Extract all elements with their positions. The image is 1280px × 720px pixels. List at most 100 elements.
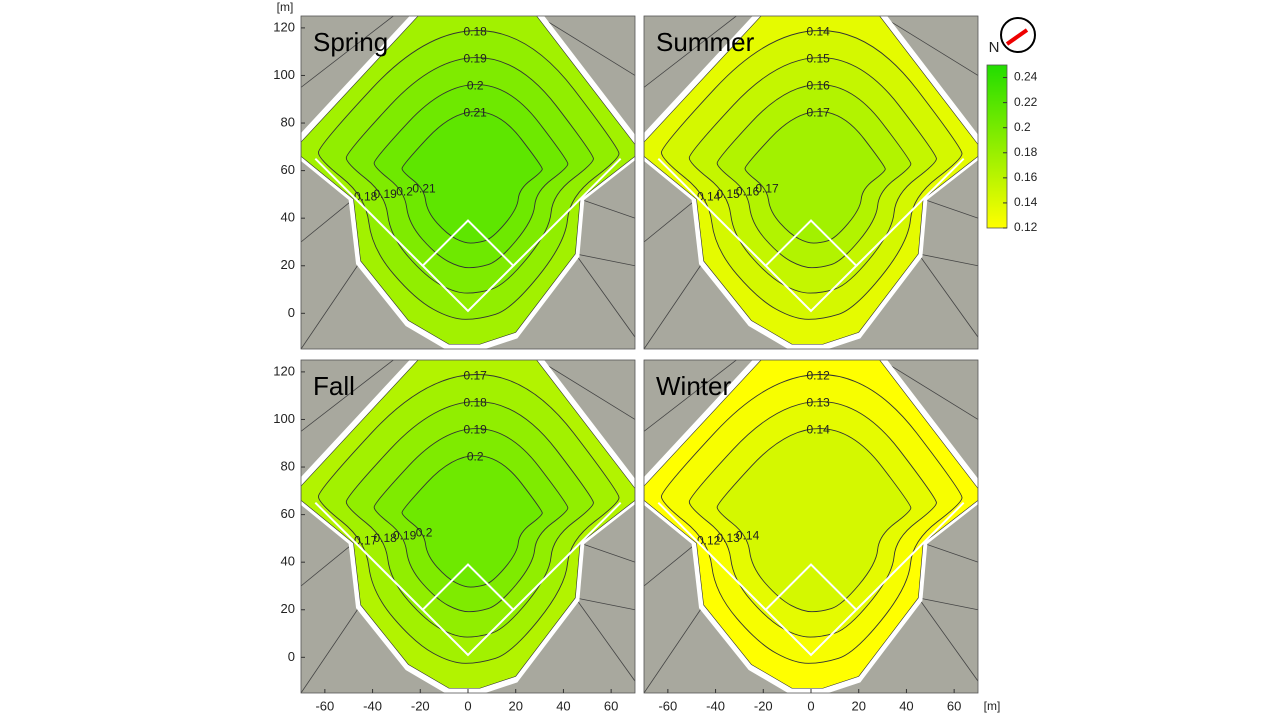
surround-line [301,360,395,432]
x-tick-label: -60 [315,698,334,713]
colorbar-tick-label: 0.14 [1014,195,1038,209]
contour-label: 0.19 [463,423,487,437]
colorbar-tick-label: 0.2 [1014,120,1031,134]
x-tick-label: -20 [411,698,430,713]
contour-label: 0.16 [806,79,830,93]
foul-line [657,158,767,267]
contour-label: 0.19 [393,528,417,542]
surround-line [301,604,361,693]
x-tick-label: 40 [899,698,913,713]
contour-label: 0.13 [716,531,740,545]
panel-title: Fall [313,371,355,401]
surround-line [579,542,635,563]
compass-label: N [989,39,1000,56]
panel-title: Winter [656,371,731,401]
x-tick-label: 40 [556,698,570,713]
surround-line [575,597,635,611]
x-tick-label: 0 [807,698,814,713]
infield-diamond [764,563,858,657]
y-tick-label: 100 [273,67,295,82]
surround-line [301,198,354,243]
y-tick-label: 80 [281,114,295,129]
foul-line [314,158,424,267]
contour-label: 0.14 [736,528,760,542]
surround-line [537,16,635,76]
surround-line [918,253,978,338]
x-tick-label: -20 [754,698,773,713]
contour-label: 0.17 [806,106,830,120]
surround-line [301,260,361,349]
panel-title: Summer [656,27,755,57]
surround-line [918,253,978,267]
surround-line [644,198,697,243]
y-tick-label: 120 [273,363,295,378]
x-tick-label: 0 [464,698,471,713]
surround-line [644,360,738,432]
y-tick-label: 100 [273,411,295,426]
panel: 0.170.170.180.180.190.190.20.2 [301,360,635,693]
compass-needle [1005,28,1029,46]
foul-line [512,502,622,611]
colorbar-tick-label: 0.24 [1014,70,1038,84]
foul-line [855,502,965,611]
surround-line [537,360,635,420]
foul-line [657,502,767,611]
surround-line [575,253,635,267]
colorbar [986,64,1008,229]
contour-label: 0.19 [463,52,487,66]
surround-line [301,16,395,88]
contour-label: 0.17 [354,534,378,548]
surround-line [644,604,704,693]
contour-label: 0.12 [697,534,721,548]
colorbar-tick-label: 0.12 [1014,220,1038,234]
contour-label: 0.15 [806,52,830,66]
y-tick-label: 20 [281,601,295,616]
contour-label: 0.15 [716,187,740,201]
contour-label: 0.14 [697,190,721,204]
panel-title: Spring [313,27,388,57]
contour-label: 0.14 [806,423,830,437]
contour-label: 0.16 [736,184,760,198]
panel-frame [300,15,636,350]
contour-label: 0.19 [373,187,397,201]
contour [401,111,543,244]
contour-label: 0.17 [755,182,779,196]
x-tick-label: 60 [604,698,618,713]
surround-line [918,597,978,682]
surround-line [918,597,978,611]
colorbar-tick-label: 0.16 [1014,170,1038,184]
contour-label: 0.18 [463,25,487,39]
contour-label: 0.14 [806,25,830,39]
contour-label: 0.18 [373,531,397,545]
contour [744,111,886,244]
infield-diamond [421,563,515,657]
contour-label: 0.12 [806,369,830,383]
panel-frame [643,15,979,350]
y-tick-label: 0 [288,649,295,664]
contour-label: 0.2 [467,450,484,464]
contour [401,455,543,588]
contour-label: 0.18 [463,396,487,410]
surround-line [922,198,978,219]
y-axis-label: [m] [277,0,294,14]
x-tick-label: 20 [508,698,522,713]
y-tick-label: 40 [281,554,295,569]
x-tick-label: 60 [947,698,961,713]
foul-line [314,502,424,611]
contour-label: 0.21 [412,182,436,196]
contour-label: 0.18 [354,190,378,204]
x-tick-label: -40 [706,698,725,713]
x-axis-label: [m] [984,699,1001,713]
surround-line [575,253,635,338]
surround-line [922,542,978,563]
y-tick-label: 60 [281,162,295,177]
surround-line [880,360,978,420]
x-tick-label: -40 [363,698,382,713]
colorbar-tick-label: 0.18 [1014,145,1038,159]
surround-line [644,542,697,587]
contour-label: 0.21 [463,106,487,120]
foul-line [855,158,965,267]
foul-line [512,158,622,267]
surround-line [301,542,354,587]
